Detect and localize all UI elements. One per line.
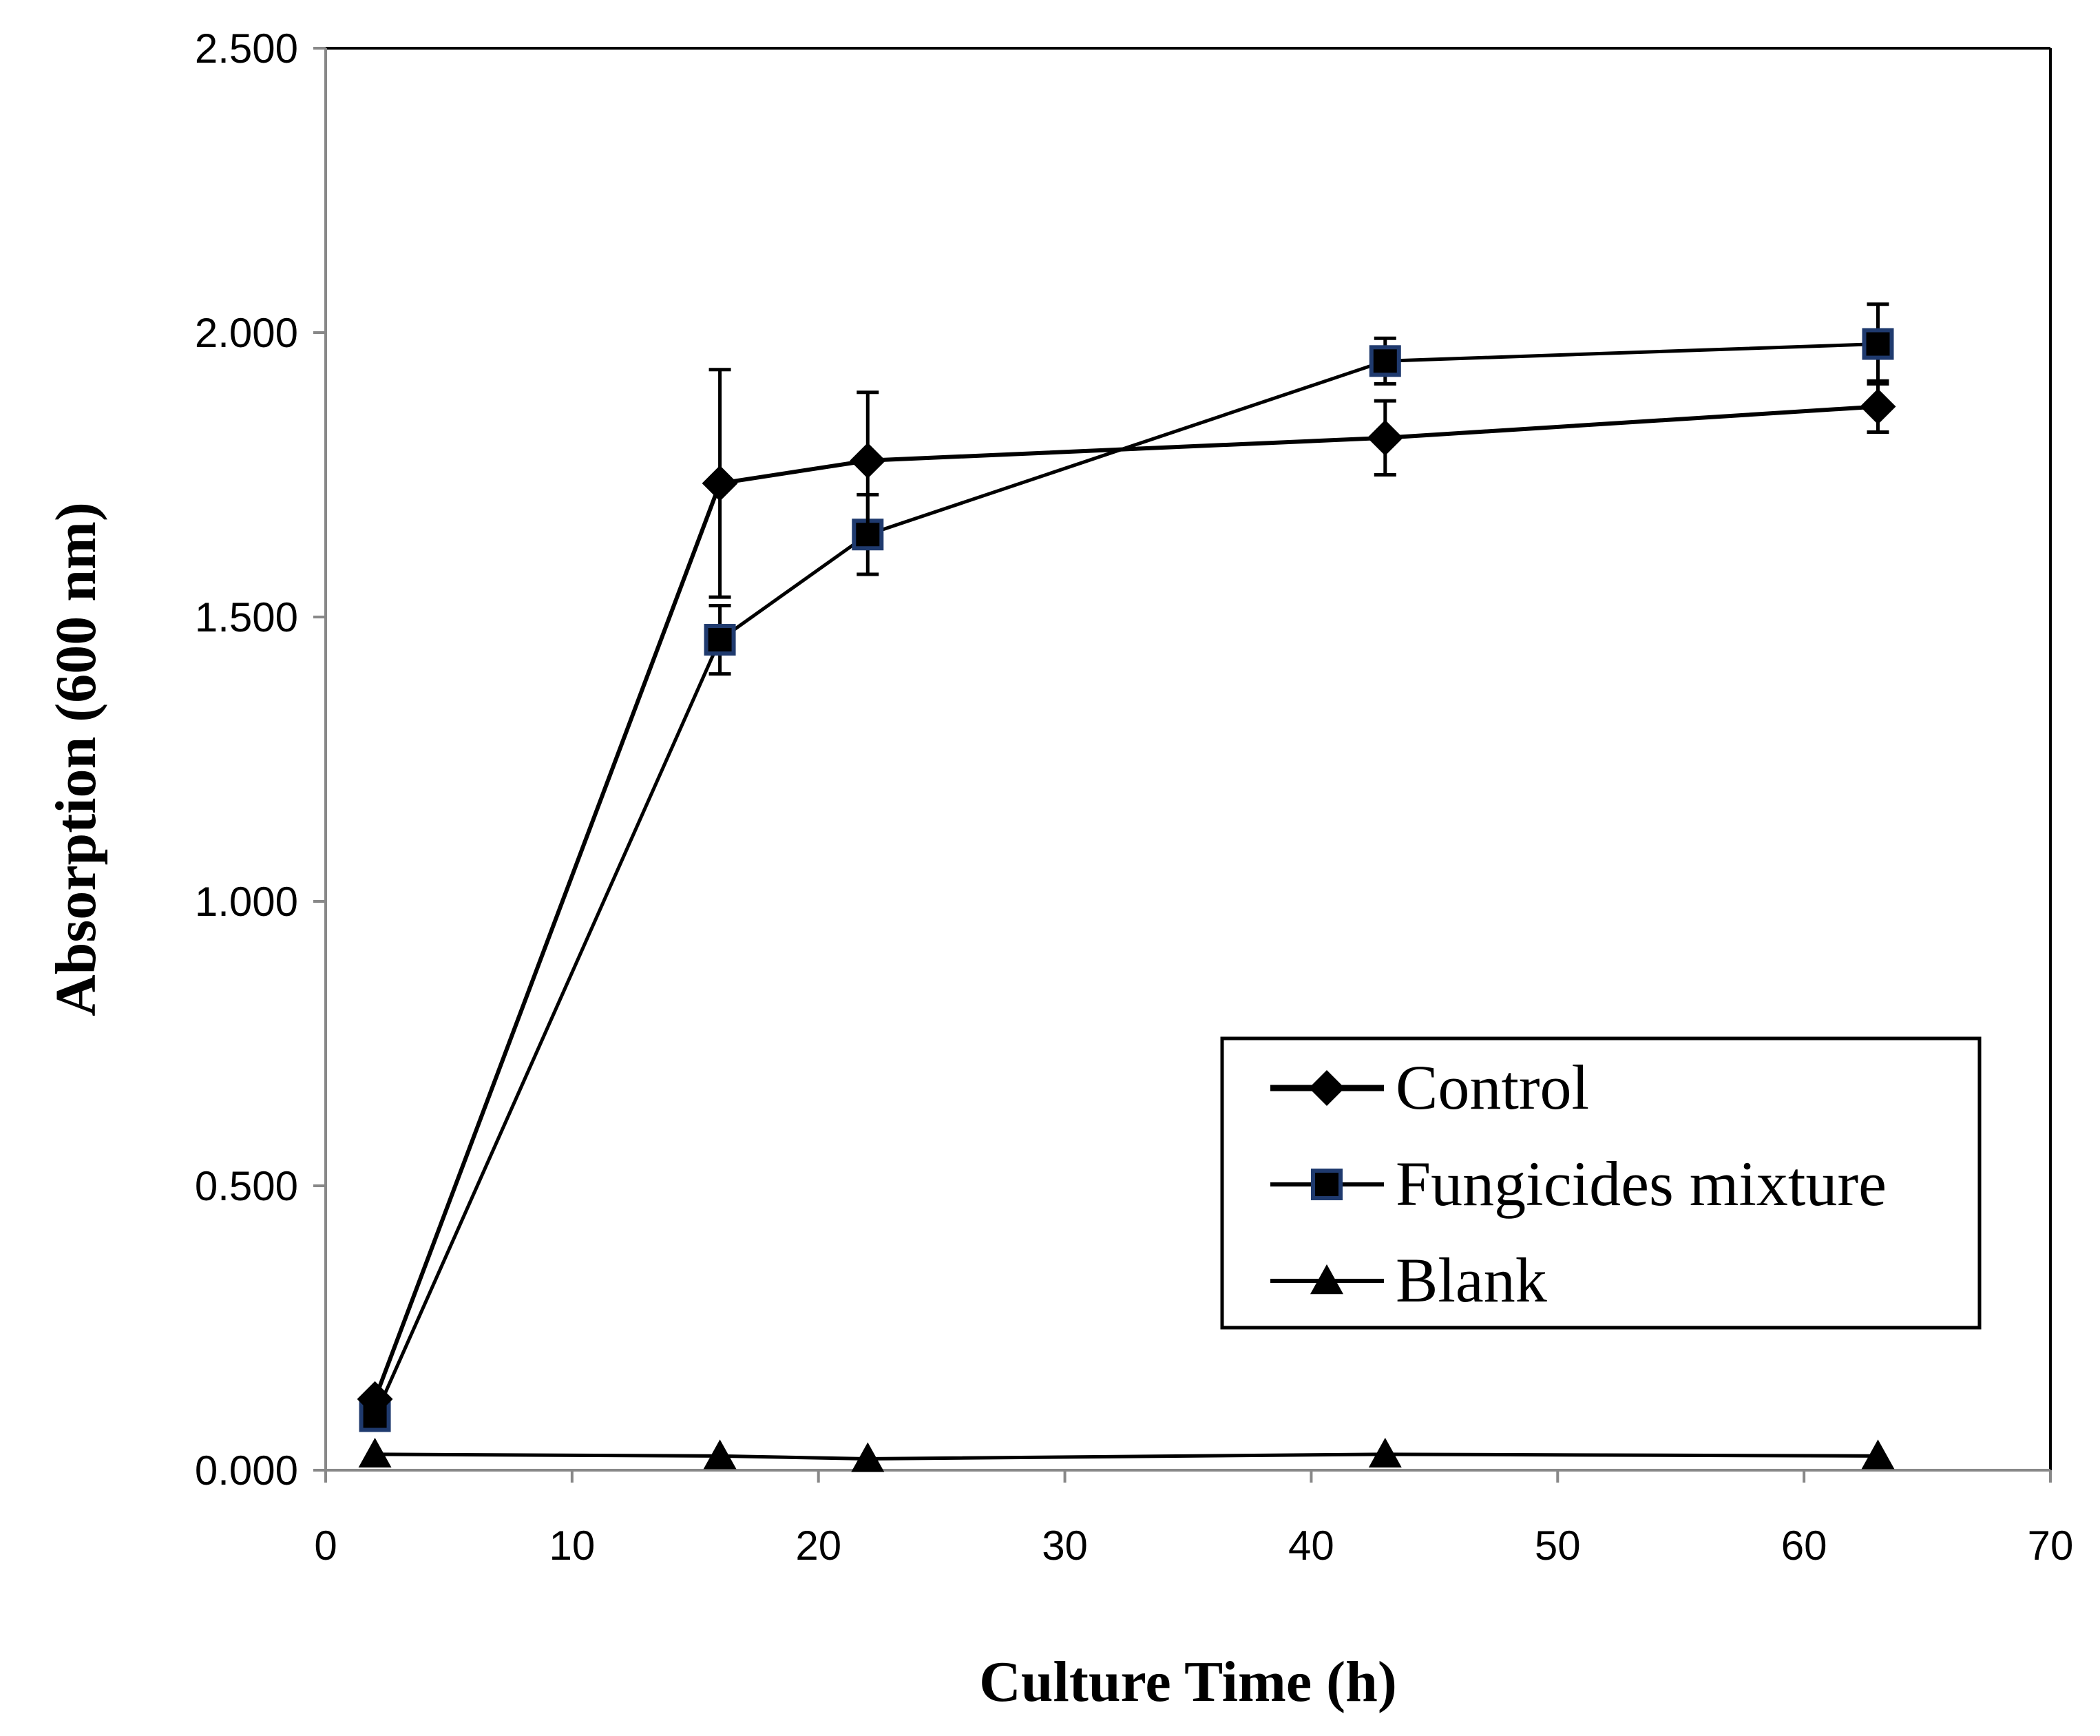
data-point-control <box>1367 419 1403 456</box>
x-tick-label: 10 <box>549 1523 595 1569</box>
legend-label: Blank <box>1396 1245 1547 1315</box>
x-tick-label: 20 <box>795 1523 841 1569</box>
legend-item-blank: Blank <box>1270 1245 1547 1315</box>
x-tick-label: 50 <box>1535 1523 1581 1569</box>
x-axis-title: Culture Time (h) <box>979 1650 1397 1714</box>
data-point-fungicides-mixture <box>1862 328 1894 360</box>
y-tick-label: 1.000 <box>195 879 298 925</box>
legend-marker-diamond <box>1309 1070 1345 1106</box>
y-tick-label: 0.500 <box>195 1163 298 1209</box>
plot-area: 0.000 0.500 1.000 1.500 2.000 2.500 0 10 20 30 40 5… <box>195 25 2074 1569</box>
y-tick-label: 2.500 <box>195 25 298 72</box>
legend-label: Fungicides mixture <box>1396 1149 1887 1219</box>
legend-marker-triangle <box>1310 1264 1343 1295</box>
series-layer <box>357 302 1896 1472</box>
series-fungicides-mixture <box>359 302 1894 1432</box>
data-point-blank <box>1861 1439 1895 1470</box>
data-point-control <box>357 1381 393 1417</box>
y-axis-title: Absorption (600 nm) <box>44 502 108 1016</box>
data-point-control <box>1860 388 1896 425</box>
data-point-blank <box>703 1439 737 1470</box>
x-tick-label: 40 <box>1288 1523 1334 1569</box>
legend-label: Control <box>1396 1052 1589 1122</box>
data-point-blank <box>358 1437 392 1468</box>
data-point-control <box>702 465 738 501</box>
x-tick-label: 0 <box>314 1523 337 1569</box>
series-control <box>357 368 1896 1417</box>
x-tick-label: 30 <box>1042 1523 1088 1569</box>
series-blank <box>358 1437 1895 1472</box>
x-tick-label: 70 <box>2028 1523 2074 1569</box>
data-point-control <box>850 442 886 479</box>
legend-item-control: Control <box>1270 1052 1589 1122</box>
legend-item-fungicides-mixture: Fungicides mixture <box>1270 1149 1887 1219</box>
data-point-blank <box>851 1442 885 1472</box>
y-tick-label: 2.000 <box>195 310 298 356</box>
x-tick-label: 60 <box>1781 1523 1827 1569</box>
data-point-fungicides-mixture <box>704 624 736 656</box>
y-tick-label: 0.000 <box>195 1447 298 1494</box>
data-point-fungicides-mixture <box>1369 345 1401 377</box>
legend: Control Fungicides mixture Blank <box>1220 1036 1982 1330</box>
y-tick-label: 1.500 <box>195 594 298 640</box>
legend-marker-square <box>1311 1169 1343 1200</box>
data-point-blank <box>1368 1437 1402 1468</box>
